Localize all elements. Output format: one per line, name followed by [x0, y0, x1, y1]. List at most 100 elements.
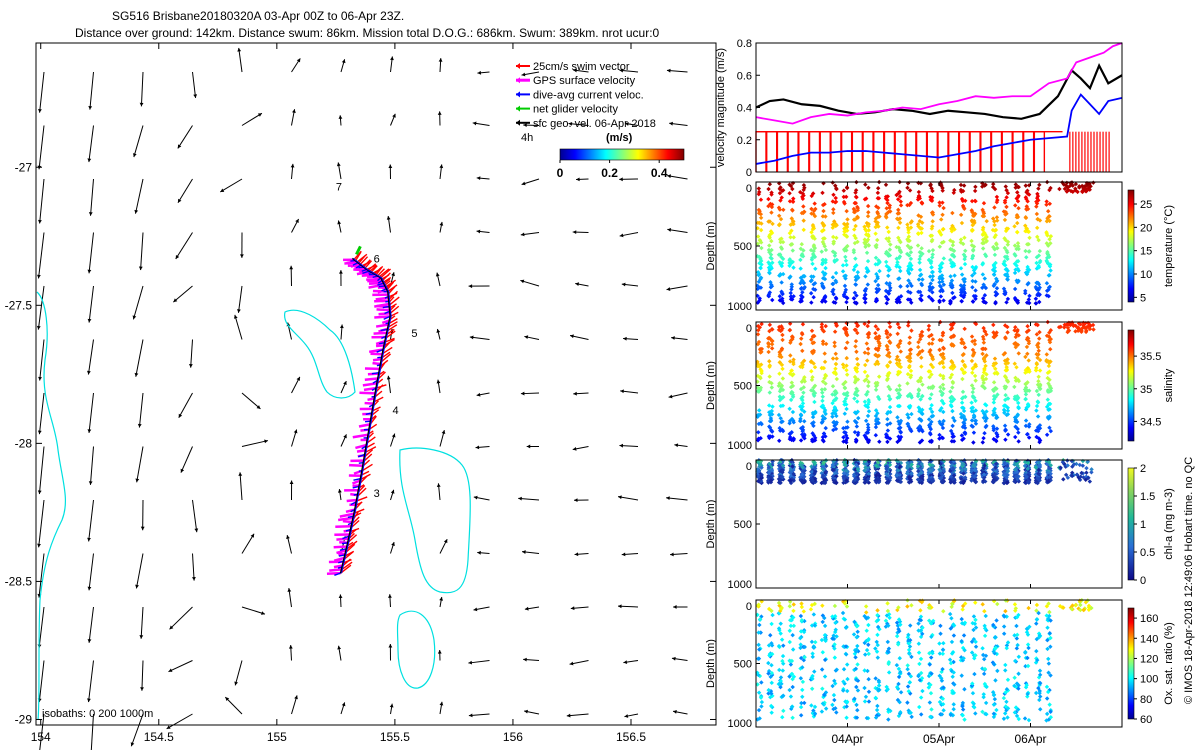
section-sample — [1016, 430, 1020, 434]
section-sample — [820, 390, 824, 394]
section-sample — [866, 414, 870, 418]
current-vector — [170, 607, 193, 629]
section-colorbar — [1128, 330, 1134, 441]
section-sample — [886, 640, 890, 644]
section-sample — [759, 198, 763, 202]
section-sample — [832, 693, 836, 697]
gps-surface-vector — [377, 309, 390, 310]
section-sample — [1091, 180, 1095, 184]
header-line-1: SG516 Brisbane20180320A 03-Apr 00Z to 06… — [112, 9, 404, 23]
section-sample — [971, 248, 975, 252]
section-sample — [970, 285, 974, 289]
section-sample — [1003, 393, 1007, 397]
gps-surface-vector — [335, 526, 351, 527]
section-sample — [982, 431, 986, 435]
section-sample — [779, 621, 783, 625]
current-arrowhead — [573, 230, 577, 234]
current-arrowhead — [573, 447, 577, 451]
section-sample — [927, 249, 931, 253]
section-sample — [1015, 221, 1019, 225]
current-vector — [136, 554, 143, 589]
current-vector — [137, 447, 143, 483]
section-sample — [801, 322, 805, 326]
section-sample — [1046, 397, 1050, 401]
section-sample — [770, 385, 774, 389]
section-sample — [781, 709, 785, 713]
section-sample — [820, 399, 824, 403]
current-vector — [225, 697, 242, 714]
section-sample — [959, 266, 963, 270]
gps-surface-vector — [336, 539, 348, 540]
section-sample — [863, 699, 867, 703]
section-sample — [1037, 349, 1041, 353]
section-sample — [766, 187, 770, 191]
current-arrowhead — [139, 635, 143, 639]
section-sample — [790, 716, 794, 720]
section-sample — [1048, 268, 1052, 272]
dive-avg-vector — [372, 373, 379, 374]
section-sample — [908, 335, 912, 339]
section-colorbar — [1128, 468, 1134, 580]
section-sample — [877, 269, 881, 273]
section-sample — [981, 436, 985, 440]
current-arrowhead — [619, 177, 623, 181]
section-sample — [873, 231, 877, 235]
section-sample — [844, 209, 848, 213]
section-sample — [898, 269, 902, 273]
section-sample — [799, 336, 803, 340]
section-colorbar — [1128, 190, 1134, 302]
section-sample — [820, 191, 824, 195]
section-sample — [930, 278, 934, 282]
velocity-y-tick-label: 0.8 — [737, 38, 752, 50]
section-sample — [821, 620, 825, 624]
section-sample — [992, 223, 996, 227]
section-sample — [843, 411, 847, 415]
section-y-tick-label: 500 — [734, 519, 752, 531]
section-sample — [1017, 351, 1021, 355]
current-vector — [181, 447, 193, 473]
section-sample — [1048, 202, 1052, 206]
section-sample — [895, 332, 899, 336]
current-arrowhead — [391, 272, 395, 276]
section-sample — [1013, 287, 1017, 291]
section-sample — [841, 263, 845, 267]
section-sample — [1013, 361, 1017, 365]
section-sample — [769, 622, 773, 626]
section-sample — [866, 204, 870, 208]
section-sample — [931, 270, 935, 274]
colorbar-tick-label: 35 — [1140, 384, 1152, 396]
section-sample — [970, 359, 974, 363]
section-sample — [877, 440, 881, 444]
gps-surface-vector — [336, 550, 345, 553]
section-sample — [866, 347, 870, 351]
current-arrowhead — [437, 483, 441, 487]
section-sample — [865, 648, 869, 652]
section-sample — [770, 681, 774, 685]
current-arrowhead — [469, 284, 473, 288]
section-sample — [856, 416, 860, 420]
current-arrowhead — [474, 496, 478, 500]
section-sample — [1023, 289, 1027, 293]
section-y-tick-label: 1000 — [728, 301, 752, 313]
current-vector — [90, 447, 93, 485]
section-sample — [865, 251, 869, 255]
colorbar-tick-label: 20 — [1140, 222, 1152, 234]
section-sample — [1046, 209, 1050, 213]
current-vector — [235, 661, 242, 686]
section-sample — [756, 643, 760, 647]
section-sample — [1003, 424, 1007, 428]
colorbar-label: salinity — [1163, 368, 1175, 402]
section-sample — [909, 412, 913, 416]
velocity-y-label: velocity magnitude (m/s) — [715, 48, 727, 167]
section-sample — [863, 363, 867, 367]
section-sample — [853, 430, 857, 434]
section-sample — [844, 368, 848, 372]
section-sample — [824, 426, 828, 430]
section-y-tick-label: 0 — [746, 461, 752, 473]
current-vector — [39, 661, 44, 703]
section-sample — [844, 300, 848, 304]
section-sample — [886, 428, 890, 432]
section-sample — [853, 344, 857, 348]
section-sample — [1045, 352, 1049, 356]
